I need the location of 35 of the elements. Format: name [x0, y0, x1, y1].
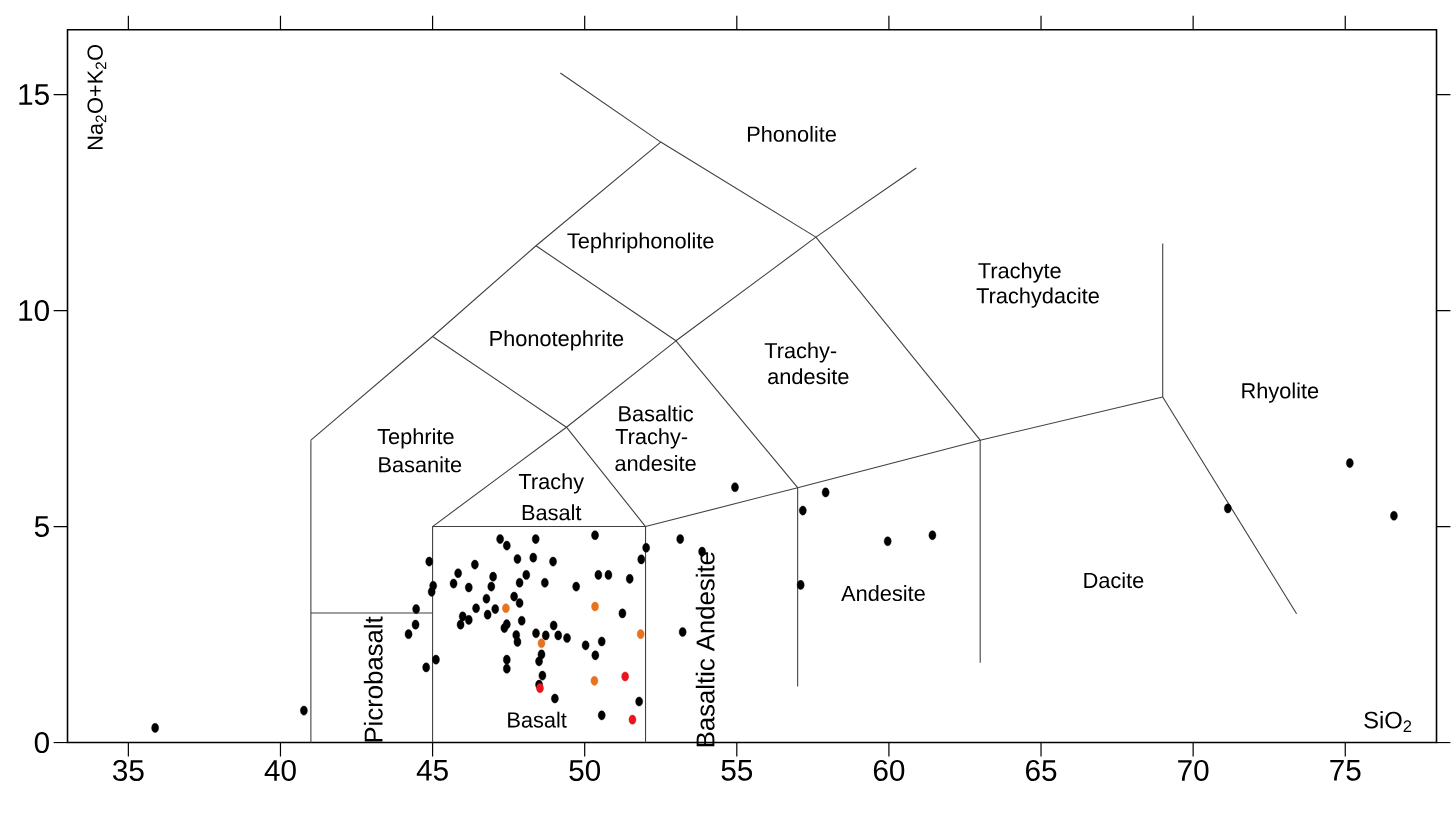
annotation: Basalt	[522, 504, 582, 521]
annotation: Basanite	[379, 456, 462, 473]
annotation: andesite	[768, 368, 849, 385]
annotation: Phonolite	[747, 125, 836, 142]
annotation: Trachy-	[615, 428, 688, 449]
x-axis-title: SiO$_{2}$	[1364, 711, 1412, 732]
annotation: Rhyolite	[1242, 382, 1319, 403]
x-tick-label: 35	[112, 759, 144, 781]
x-tick-label: 55	[721, 759, 753, 781]
annotation: Andesite	[841, 585, 925, 602]
y-axis-title: Na$_{2}$O+K$_{2}$O	[87, 44, 107, 149]
y-tick-label: 10	[19, 300, 49, 322]
y-tick-label: 15	[19, 84, 49, 105]
annotation: Trachyte	[978, 262, 1061, 283]
annotation: Dacite	[1084, 572, 1144, 589]
x-tick-label: 65	[1026, 759, 1057, 781]
x-tick-label: 45	[416, 759, 448, 781]
x-tick-label: 40	[264, 759, 296, 781]
annotation: Picrobasalt	[363, 616, 383, 742]
annotation: Trachy	[518, 473, 585, 494]
annotation: Trachydacite	[976, 287, 1099, 308]
x-tick-label: 70	[1178, 759, 1209, 781]
annotation: Basalt	[508, 711, 567, 728]
annotation: andesite	[615, 455, 696, 472]
annotation: Basaltic Andesite	[695, 552, 715, 747]
y-tick-label: 0	[34, 732, 49, 754]
x-tick-label: 50	[569, 759, 601, 781]
annotation: Trachy-	[764, 342, 837, 363]
annotation: Phonotephrite	[490, 330, 624, 351]
x-tick-label: 60	[873, 759, 905, 781]
annotation: Tephrite	[377, 428, 454, 449]
x-tick-label: 75	[1330, 759, 1361, 781]
annotation: Tephriphonolite	[567, 232, 714, 253]
y-tick-label: 5	[34, 516, 49, 537]
annotation: Basaltic	[619, 405, 694, 422]
